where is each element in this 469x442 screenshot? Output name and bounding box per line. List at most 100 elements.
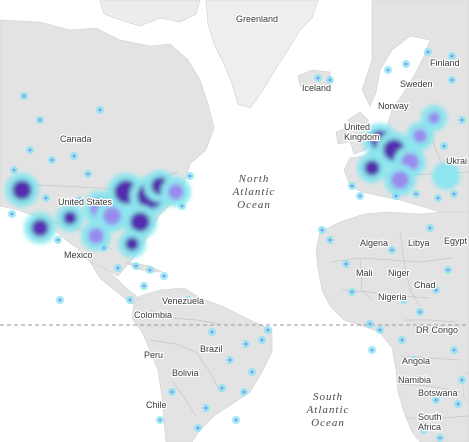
heat-point-center (452, 348, 456, 352)
heat-point-center (394, 194, 398, 198)
country-labels: Greenland Iceland Finland Sweden Norway … (57, 13, 469, 433)
label-bolivia: Bolivia (172, 368, 199, 378)
heat-point-center (142, 284, 146, 288)
label-dr-congo: DR Congo (416, 325, 458, 335)
heat-point-center (460, 378, 464, 382)
heat-point-center (436, 196, 440, 200)
heat-point-center (442, 144, 446, 148)
heat-core (428, 112, 440, 124)
heat-point-center (404, 62, 408, 66)
heat-point-center (426, 50, 430, 54)
heat-point-center (98, 108, 102, 112)
label-south-atlantic: South Atlantic Ocean (306, 391, 350, 429)
heat-point-center (328, 238, 332, 242)
label-canada: Canada (60, 134, 92, 144)
land-greenland (205, 0, 319, 109)
heat-point-center (242, 390, 246, 394)
heat-core (88, 228, 104, 244)
land-africa (315, 211, 469, 442)
ocean-labels: North Atlantic Ocean South Atlantic Ocean (231, 172, 350, 430)
heat-point-center (22, 94, 26, 98)
label-libya: Libya (408, 238, 430, 248)
heat-point-center (434, 288, 438, 292)
heat-point-center (28, 148, 32, 152)
label-peru: Peru (144, 350, 163, 360)
heat-core (364, 160, 380, 176)
label-mexico: Mexico (64, 250, 93, 260)
heat-point-center (196, 426, 200, 430)
heat-point-center (12, 168, 16, 172)
heat-core (413, 129, 427, 143)
label-botswana: Botswana (418, 388, 458, 398)
heat-point-center (50, 158, 54, 162)
heat-point-center (438, 328, 442, 332)
heat-point-center (244, 342, 248, 346)
label-north-atlantic: North Atlantic Ocean (232, 173, 276, 211)
label-angola: Angola (402, 356, 430, 366)
heat-point-center (460, 118, 464, 122)
heat-core (125, 237, 139, 251)
heat-point-center (350, 290, 354, 294)
label-ukraine: Ukrai (446, 156, 467, 166)
heat-point-center (210, 330, 214, 334)
heat-core (130, 212, 150, 232)
label-chad: Chad (414, 280, 436, 290)
heat-point-center (450, 78, 454, 82)
heat-point-center (350, 184, 354, 188)
heat-point-center (390, 248, 394, 252)
land-arctic-islands (99, 0, 201, 27)
heat-point-center (456, 402, 460, 406)
heat-point-center (368, 322, 372, 326)
heat-point-center (204, 406, 208, 410)
heat-point-center (450, 54, 454, 58)
heat-point-center (438, 436, 442, 440)
label-united-states: United States (58, 197, 113, 207)
label-nigeria: Nigeria (378, 292, 407, 302)
heat-point-center (44, 196, 48, 200)
label-chile: Chile (146, 400, 167, 410)
heat-point-center (250, 370, 254, 374)
heat-point-center (220, 386, 224, 390)
heat-point-center (418, 310, 422, 314)
heat-point-center (452, 192, 456, 196)
label-iceland: Iceland (302, 83, 331, 93)
heat-point-center (344, 262, 348, 266)
heat-core (103, 207, 121, 225)
heat-point-center (10, 212, 14, 216)
label-united-kingdom: United Kingdom (344, 122, 380, 142)
heat-point-center (56, 238, 60, 242)
heat-point-center (358, 194, 362, 198)
heat-point-center (180, 204, 184, 208)
heat-point-center (400, 338, 404, 342)
heat-point-center (78, 198, 82, 202)
heat-core (168, 184, 184, 200)
heatmap-layer (5, 105, 460, 258)
heat-point-center (228, 358, 232, 362)
heat-point-center (234, 418, 238, 422)
heat-point-center (128, 298, 132, 302)
heat-point-center (72, 154, 76, 158)
heat-point-center (86, 172, 90, 176)
label-colombia: Colombia (134, 310, 172, 320)
label-sweden: Sweden (400, 79, 433, 89)
heat-point-center (188, 174, 192, 178)
heat-point-center (102, 246, 106, 250)
heat-point-center (412, 358, 416, 362)
heat-core (63, 211, 77, 225)
heat-core (439, 169, 453, 183)
label-venezuela: Venezuela (162, 296, 204, 306)
heatmap-points (8, 48, 466, 442)
heat-point-center (162, 274, 166, 278)
heat-point-center (320, 228, 324, 232)
heat-point-center (386, 68, 390, 72)
heat-point-center (370, 348, 374, 352)
land-ireland (335, 127, 349, 145)
heat-point-center (446, 268, 450, 272)
heat-point-center (148, 268, 152, 272)
label-algeria: Algeria (360, 238, 388, 248)
label-niger: Niger (388, 268, 410, 278)
heat-point-center (158, 418, 162, 422)
heat-point-center (260, 338, 264, 342)
